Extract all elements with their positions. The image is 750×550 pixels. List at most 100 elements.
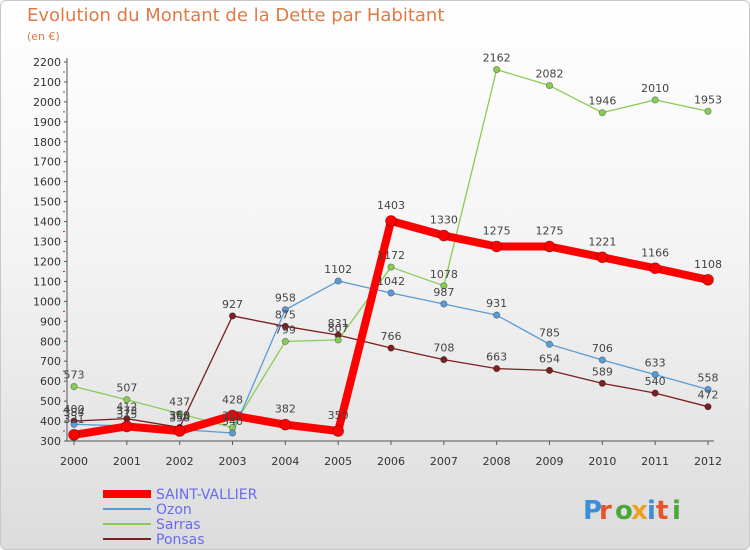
data-point-ponsas (281, 322, 289, 330)
data-label-saint-vallier: 1330 (430, 214, 458, 227)
logo-letter: x (631, 496, 648, 526)
data-label-ozon: 384 (64, 406, 85, 419)
data-label-ozon: 358 (169, 411, 190, 424)
y-tick-label: 1700 (33, 156, 61, 169)
logo-letter: i (672, 496, 681, 526)
data-label-sarras: 2010 (641, 82, 669, 95)
data-label-ponsas: 708 (433, 342, 454, 355)
y-tick-label: 2200 (33, 56, 61, 69)
data-label-ozon: 1102 (324, 263, 352, 276)
data-point-ozon (440, 300, 448, 308)
data-label-saint-vallier: 1166 (641, 246, 669, 259)
data-label-ozon: 987 (433, 286, 454, 299)
data-point-saint-vallier (173, 425, 186, 437)
data-label-sarras: 1946 (588, 95, 616, 108)
data-label-sarras: 437 (169, 396, 190, 409)
data-point-ozon (545, 340, 554, 348)
y-tick-label: 2100 (33, 76, 61, 89)
data-label-saint-vallier: 350 (328, 409, 349, 422)
data-label-ozon: 958 (275, 292, 296, 305)
data-label-ponsas: 472 (698, 389, 719, 402)
data-point-saint-vallier (649, 262, 662, 275)
y-tick-label: 1600 (33, 176, 61, 189)
data-point-sarras (176, 410, 184, 418)
data-label-ponsas: 927 (222, 298, 243, 311)
y-tick-label: 900 (40, 315, 61, 328)
x-tick-label: 2001 (113, 455, 141, 468)
data-label-ponsas: 663 (486, 351, 507, 364)
data-point-saint-vallier (702, 273, 714, 286)
legend-label-saint-vallier: SAINT-VALLIER (156, 487, 258, 503)
data-point-ozon (228, 429, 237, 437)
x-tick-label: 2011 (641, 455, 669, 468)
data-point-sarras (334, 336, 342, 344)
data-label-ponsas: 831 (328, 317, 349, 330)
x-tick-label: 2008 (483, 455, 511, 468)
data-label-ponsas: 540 (645, 375, 666, 388)
data-point-ozon (493, 311, 501, 319)
data-label-ozon: 931 (486, 297, 507, 310)
x-tick-label: 2004 (271, 455, 299, 468)
y-tick-label: 1400 (33, 216, 61, 229)
x-tick-label: 2002 (166, 455, 194, 468)
data-point-ozon (651, 370, 659, 379)
x-tick-label: 2009 (536, 455, 564, 468)
data-point-saint-vallier (596, 251, 609, 264)
data-label-sarras: 807 (328, 322, 349, 335)
data-point-saint-vallier (332, 425, 345, 437)
y-tick-label: 800 (40, 335, 61, 348)
data-label-saint-vallier: 382 (275, 403, 296, 416)
data-point-saint-vallier (385, 215, 397, 227)
data-label-ozon: 1042 (377, 275, 405, 288)
data-label-sarras: 507 (116, 382, 137, 395)
y-tick-label: 700 (40, 355, 61, 368)
logo-letter: P (583, 496, 602, 526)
data-point-sarras (70, 382, 78, 391)
data-point-saint-vallier (279, 418, 292, 431)
data-point-ozon (334, 277, 342, 285)
data-label-ozon: 558 (698, 372, 719, 385)
data-label-saint-vallier: 350 (169, 409, 190, 422)
x-tick-label: 2006 (377, 455, 405, 468)
data-label-sarras: 2082 (536, 68, 564, 81)
data-point-ozon (281, 306, 289, 314)
data-point-saint-vallier (120, 420, 133, 433)
data-point-sarras (651, 96, 659, 104)
data-point-ponsas (651, 389, 659, 397)
data-point-saint-vallier (68, 428, 80, 441)
data-label-sarras: 2162 (483, 52, 511, 65)
y-tick-label: 1800 (33, 136, 61, 149)
data-label-saint-vallier: 1275 (483, 225, 511, 238)
x-tick-label: 2007 (430, 455, 458, 468)
data-point-sarras (440, 282, 448, 290)
data-label-saint-vallier: 1275 (536, 225, 564, 238)
data-point-sarras (281, 337, 289, 346)
y-tick-label: 2000 (33, 96, 61, 109)
legend-label-sarras: Sarras (156, 517, 201, 533)
y-tick-label: 1100 (33, 275, 61, 288)
data-point-ponsas (387, 344, 395, 352)
data-point-saint-vallier (437, 229, 450, 242)
data-label-saint-vallier: 1108 (694, 258, 722, 271)
data-point-ozon (704, 385, 712, 394)
data-label-saint-vallier: 373 (116, 404, 137, 417)
data-point-saint-vallier (226, 409, 239, 422)
x-tick-label: 2012 (694, 455, 722, 468)
data-label-ponsas: 589 (592, 365, 613, 378)
data-label-sarras: 1953 (694, 93, 722, 106)
data-label-sarras: 1172 (377, 249, 405, 262)
x-tick-label: 2005 (324, 455, 352, 468)
data-point-ponsas (598, 379, 606, 387)
x-tick-label: 2003 (219, 455, 247, 468)
x-tick-label: 2000 (60, 455, 88, 468)
legend-label-ponsas: Ponsas (156, 532, 205, 548)
y-tick-label: 1500 (33, 196, 61, 209)
logo-letter: r (599, 496, 612, 526)
data-label-saint-vallier: 331 (64, 413, 85, 426)
data-label-saint-vallier: 1221 (588, 235, 616, 248)
data-point-ozon (598, 356, 606, 364)
data-point-sarras (123, 396, 131, 404)
data-label-sarras: 799 (275, 323, 296, 336)
data-label-ozon: 785 (539, 326, 560, 339)
